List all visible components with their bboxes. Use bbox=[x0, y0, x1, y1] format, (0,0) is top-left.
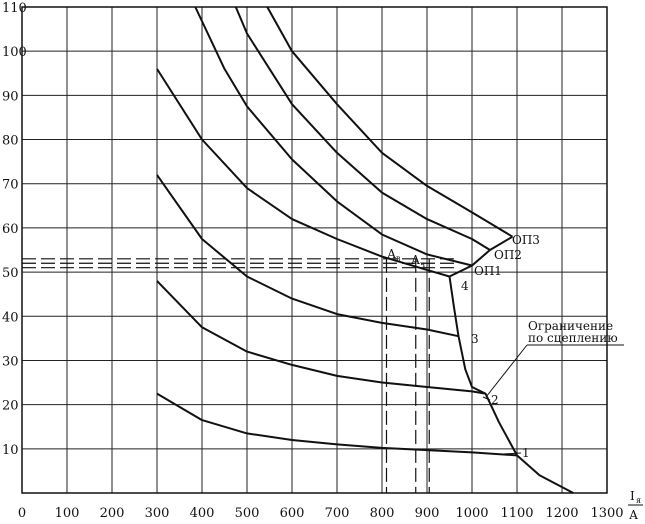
label-curve-3: 3 bbox=[471, 332, 479, 346]
curve-2-leader bbox=[482, 396, 491, 401]
series-line-5 bbox=[194, 6, 473, 267]
label-op3: ОП3 bbox=[512, 233, 540, 247]
y-tick-label: 40 bbox=[2, 310, 19, 325]
series-line-4 bbox=[156, 68, 450, 278]
grid bbox=[21, 6, 608, 494]
limit-leader bbox=[485, 344, 528, 398]
series-curves bbox=[156, 6, 574, 494]
y-tick-label: 110 bbox=[2, 1, 27, 16]
label-limit-line1: Ограничение bbox=[528, 319, 613, 333]
x-tick-label: 1300 bbox=[590, 506, 623, 521]
label-a-v-sub: в bbox=[396, 254, 401, 263]
series-line-1 bbox=[156, 392, 518, 457]
y-tick-label: 50 bbox=[2, 266, 19, 281]
dashed-guides bbox=[22, 258, 454, 493]
label-curve-1: 1 bbox=[522, 446, 530, 460]
xlabel-numerator: I bbox=[630, 489, 635, 503]
x-tick-label: 300 bbox=[145, 506, 170, 521]
x-tick-label: 700 bbox=[325, 506, 350, 521]
x-tick-label: 400 bbox=[190, 506, 215, 521]
label-a-v: А bbox=[387, 247, 396, 261]
plot-frame bbox=[21, 6, 608, 494]
series-line-8 bbox=[448, 276, 574, 494]
xlabel-subscript: я bbox=[636, 496, 641, 505]
series-line-3 bbox=[156, 174, 459, 338]
label-op1: ОП1 bbox=[474, 264, 502, 278]
label-curve-4: 4 bbox=[461, 279, 469, 293]
x-tick-label: 1200 bbox=[545, 506, 578, 521]
x-tick-label: 900 bbox=[415, 506, 440, 521]
y-tick-label: 10 bbox=[2, 443, 19, 458]
x-tick-label: 600 bbox=[280, 506, 305, 521]
label-op2: ОП2 bbox=[494, 248, 522, 262]
y-tick-label: 30 bbox=[2, 354, 19, 369]
label-a-ch: А bbox=[411, 253, 420, 267]
series-line-6 bbox=[234, 6, 491, 251]
series-line-7 bbox=[266, 6, 514, 238]
curve-1-leader bbox=[502, 452, 522, 455]
y-tick-label: 70 bbox=[2, 178, 19, 193]
x-tick-label: 0 bbox=[18, 506, 26, 521]
envelope-line bbox=[449, 235, 514, 278]
y-tick-label: 90 bbox=[2, 89, 19, 104]
x-tick-label: 200 bbox=[100, 506, 125, 521]
label-a-ch-sub: ч bbox=[420, 260, 425, 269]
x-tick-label: 500 bbox=[235, 506, 260, 521]
y-tick-label: 80 bbox=[2, 134, 19, 149]
y-tick-label: 100 bbox=[2, 45, 27, 60]
x-tick-label: 1100 bbox=[500, 506, 533, 521]
annotations: ОП3 ОП2 ОП1 А в А ч 1 2 3 4 Ограничение … bbox=[387, 233, 643, 522]
x-tick-label: 100 bbox=[55, 506, 80, 521]
label-curve-2: 2 bbox=[491, 393, 499, 407]
series-line-2 bbox=[156, 280, 486, 395]
y-tick-label: 20 bbox=[2, 399, 19, 414]
x-tick-label: 1000 bbox=[455, 506, 488, 521]
x-tick-label: 800 bbox=[370, 506, 395, 521]
xlabel-denominator: А bbox=[629, 508, 638, 522]
tick-labels: 0 100 200 300 400 500 600 700 800 900 1000 1100 1200… bbox=[2, 1, 624, 521]
y-tick-label: 60 bbox=[2, 222, 19, 237]
label-limit-line2: по сцеплению bbox=[528, 331, 618, 345]
